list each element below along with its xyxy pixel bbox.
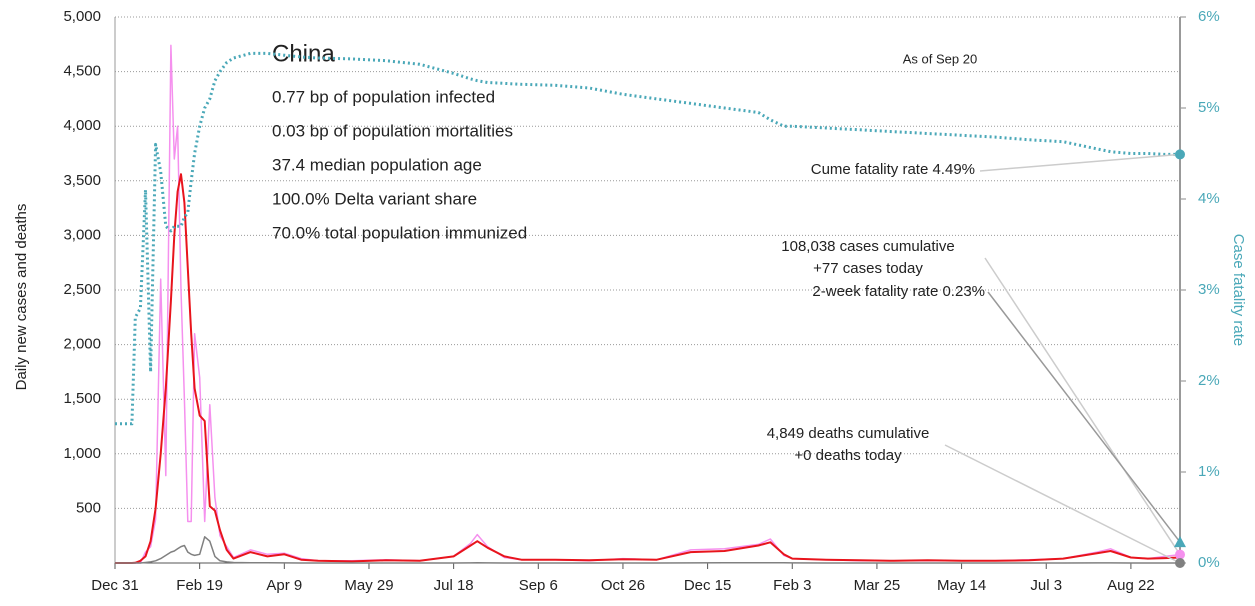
- y-tick-label: 1,500: [63, 390, 101, 407]
- annotation: 4,849 deaths cumulative: [767, 425, 930, 442]
- y-tick-label: 4,000: [63, 117, 101, 134]
- annotation: 108,038 cases cumulative: [781, 238, 954, 255]
- y-tick-label: 3,000: [63, 226, 101, 243]
- info-line: 70.0% total population immunized: [272, 223, 527, 242]
- x-tick-label: Dec 31: [91, 577, 139, 594]
- info-line: 0.77 bp of population infected: [272, 87, 495, 106]
- x-tick-label: Dec 15: [684, 577, 732, 594]
- y-axis-label: Daily new cases and deaths: [13, 204, 30, 391]
- x-tick-label: Jul 18: [434, 577, 474, 594]
- y-tick-label: 2,500: [63, 281, 101, 298]
- x-tick-label: Jul 3: [1030, 577, 1062, 594]
- series-line: [115, 51, 1180, 426]
- y-tick-label: 1,000: [63, 445, 101, 462]
- leader-line: [944, 444, 1181, 564]
- leader-line: [987, 291, 1181, 543]
- y-tick-label: 2,000: [63, 336, 101, 353]
- series-line: [115, 536, 1180, 564]
- y2-tick-label: 6%: [1198, 8, 1220, 25]
- y2-tick-label: 0%: [1198, 554, 1220, 571]
- x-tick-label: Mar 25: [854, 577, 901, 594]
- y-tick-label: 3,500: [63, 172, 101, 189]
- info-title: China: [272, 40, 335, 67]
- y2-tick-label: 5%: [1198, 99, 1220, 116]
- endpoint-marker: [1175, 558, 1185, 568]
- y2-tick-label: 4%: [1198, 190, 1220, 207]
- x-tick-label: Sep 6: [519, 577, 558, 594]
- info-line: 100.0% Delta variant share: [272, 189, 477, 208]
- note: As of Sep 20: [903, 51, 977, 66]
- x-tick-label: Apr 9: [266, 577, 302, 594]
- annotation: 2-week fatality rate 0.23%: [812, 283, 985, 300]
- info-line: 37.4 median population age: [272, 155, 482, 174]
- leader-line: [984, 257, 1181, 556]
- annotation: +77 cases today: [813, 260, 923, 277]
- annotation: Cume fatality rate 4.49%: [811, 161, 975, 178]
- x-tick-label: May 14: [937, 577, 986, 594]
- y2-tick-label: 1%: [1198, 463, 1220, 480]
- x-tick-label: Aug 22: [1107, 577, 1155, 594]
- x-tick-label: Oct 26: [601, 577, 645, 594]
- info-line: 0.03 bp of population mortalities: [272, 121, 513, 140]
- x-tick-label: May 29: [344, 577, 393, 594]
- x-tick-label: Feb 3: [773, 577, 811, 594]
- endpoint-marker: [1175, 549, 1185, 560]
- y-tick-label: 4,500: [63, 63, 101, 80]
- y2-axis-label: Case fatality rate: [1230, 234, 1247, 347]
- series-line: [115, 173, 1181, 564]
- endpoint-marker: [1174, 536, 1186, 548]
- leader-line: [979, 153, 1181, 172]
- endpoint-marker: [1175, 149, 1185, 160]
- x-tick-label: Feb 19: [176, 577, 223, 594]
- y2-tick-label: 3%: [1198, 281, 1220, 298]
- annotation: +0 deaths today: [794, 447, 902, 464]
- y-tick-label: 500: [76, 499, 101, 516]
- y-tick-label: 5,000: [63, 8, 101, 25]
- y2-tick-label: 2%: [1198, 372, 1220, 389]
